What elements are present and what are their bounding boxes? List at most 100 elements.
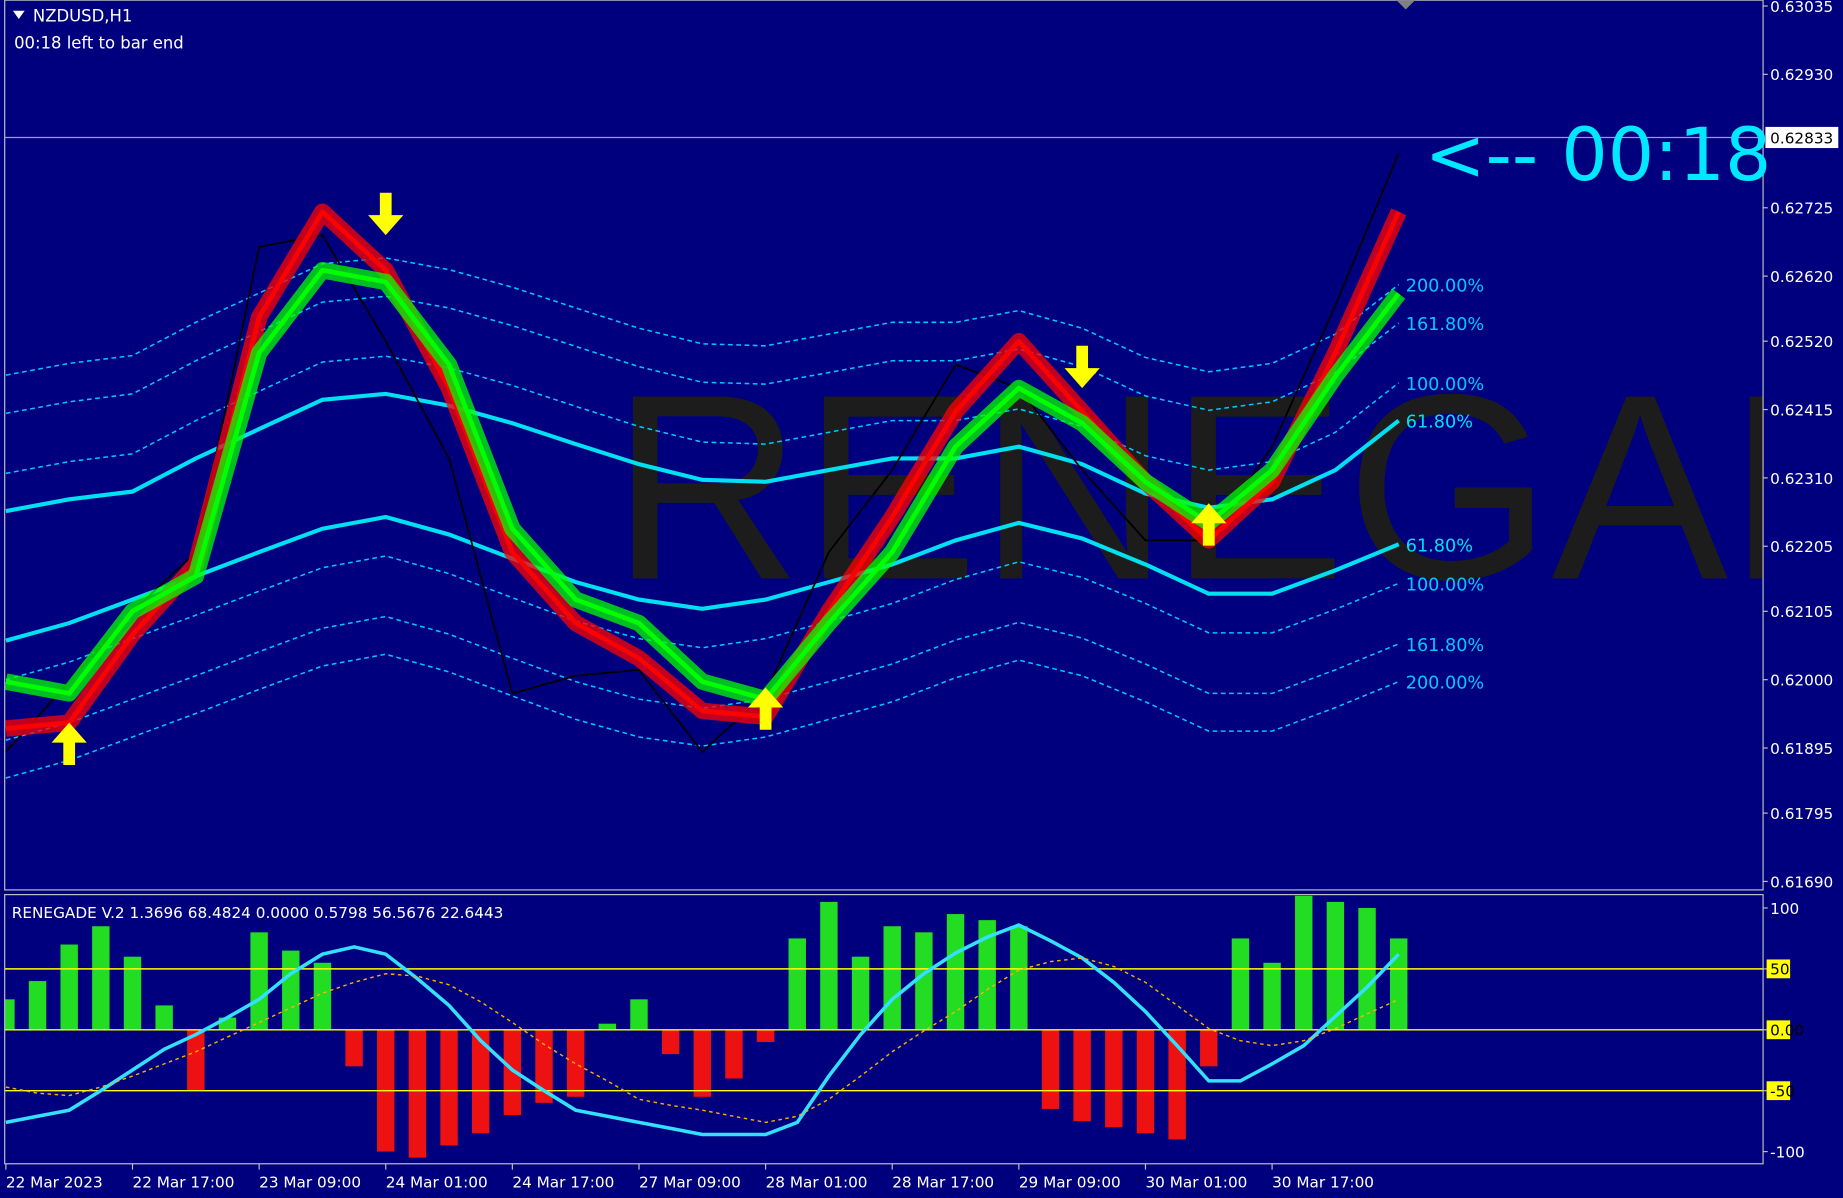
histogram-bar <box>1326 901 1345 1030</box>
y-tick-label: 0.00 <box>1770 1022 1804 1040</box>
level-tag <box>1766 1081 1791 1101</box>
y-tick-label: 0.62930 <box>1770 66 1833 84</box>
band-label: 200.00% <box>1406 277 1484 297</box>
y-tick-label: 0.62105 <box>1770 603 1833 621</box>
x-tick-label: 29 Mar 09:00 <box>1019 1173 1121 1191</box>
histogram-bar <box>408 1029 427 1158</box>
main-plot <box>4 136 1764 779</box>
axes: 0.63035 0.62930 0.62725 0.62620 0.62520 0.624… <box>5 0 1839 1191</box>
y-tick-label: 0.62205 <box>1770 538 1833 556</box>
histogram-bar <box>471 1029 490 1134</box>
shift-marker <box>1396 0 1416 10</box>
histogram-bar <box>1295 895 1313 1030</box>
histogram-bar <box>60 944 78 1030</box>
indicator-label: RENEGADE V.2 1.3696 68.4824 0.0000 0.579… <box>12 904 504 922</box>
y-tick-label: 0.61895 <box>1770 740 1833 758</box>
band-label: 100.00% <box>1406 575 1484 595</box>
x-tick-label: 30 Mar 01:00 <box>1145 1173 1247 1191</box>
histogram-bar <box>28 981 47 1030</box>
x-tick-label: 24 Mar 17:00 <box>512 1173 614 1191</box>
histogram-bar <box>1073 1029 1091 1122</box>
band-label: 200.00% <box>1406 674 1484 694</box>
x-tick-label: 23 Mar 09:00 <box>259 1173 361 1191</box>
histogram-bar <box>788 938 806 1030</box>
buy-arrow <box>51 722 87 765</box>
histogram-bar <box>1231 938 1250 1030</box>
oscillator-frame <box>4 894 1764 1165</box>
histogram-bar <box>566 1029 585 1097</box>
histogram-bar <box>946 914 965 1030</box>
histogram-bar <box>630 999 648 1030</box>
x-tick-label: 28 Mar 01:00 <box>766 1173 868 1191</box>
watermark-group: RENEGADE <box>611 340 1843 635</box>
histogram-bar <box>345 1029 363 1067</box>
histogram-bar <box>851 956 870 1030</box>
x-tick-label: 22 Mar 2023 <box>6 1173 103 1191</box>
histogram-bar <box>725 1029 743 1079</box>
histogram-bar <box>440 1029 458 1146</box>
histogram-bar <box>661 1029 680 1055</box>
y-tick-label: 0.62310 <box>1770 470 1833 488</box>
band-label: 161.80% <box>1406 636 1484 656</box>
sell-arrow <box>368 192 404 236</box>
watermark: RENEGADE <box>611 340 1843 635</box>
buy-arrow <box>747 687 784 730</box>
price-line <box>5 152 1400 754</box>
histogram-bar <box>1041 1029 1060 1109</box>
level-tag <box>1766 1020 1791 1040</box>
histogram-bar <box>756 1029 775 1042</box>
y-tick-label: 0.63035 <box>1770 0 1833 16</box>
band-label: 61.80% <box>1406 536 1473 556</box>
y-tick-label: -100 <box>1770 1143 1805 1161</box>
buy-arrow <box>1191 503 1227 546</box>
band-label: 161.80% <box>1406 315 1484 335</box>
histogram-bar <box>883 926 901 1030</box>
histogram-bar <box>503 1029 522 1116</box>
x-tick-label: 28 Mar 17:00 <box>892 1173 994 1191</box>
symbol-title: NZDUSD,H1 <box>33 6 132 25</box>
histogram-bar <box>1200 1029 1218 1067</box>
histogram-bar <box>1263 962 1281 1030</box>
sell-arrow <box>1064 345 1100 389</box>
y-tick-label: 100 <box>1770 900 1799 918</box>
ribbon-core <box>5 267 1401 702</box>
histogram-bar <box>282 950 300 1030</box>
histogram-bar <box>4 999 15 1030</box>
histogram-bar <box>1105 1029 1123 1128</box>
y-tick-label: 0.62620 <box>1770 268 1833 286</box>
histogram-bar <box>915 932 933 1030</box>
y-tick-label: 0.62415 <box>1770 401 1833 419</box>
histogram-bar <box>313 962 332 1030</box>
main-frame <box>4 0 1764 891</box>
level-tag <box>1766 959 1791 979</box>
current-price-label: 0.62833 <box>1770 129 1833 147</box>
histogram-bar <box>820 901 838 1030</box>
y-tick-label: 0.62000 <box>1770 672 1833 690</box>
histogram-bar <box>978 920 996 1030</box>
x-tick-label: 30 Mar 17:00 <box>1272 1173 1374 1191</box>
histogram-bar <box>1136 1029 1155 1134</box>
histogram-bar <box>598 1023 617 1030</box>
histogram-bar <box>155 1005 173 1030</box>
countdown: <-- 00:18 <box>1425 113 1772 198</box>
x-tick-label: 27 Mar 09:00 <box>639 1173 741 1191</box>
histogram-bar <box>693 1029 711 1097</box>
y-tick-label: 0.61795 <box>1770 805 1833 823</box>
y-tick-label: 0.62520 <box>1770 333 1833 351</box>
oscillator-line <box>5 923 1400 1137</box>
histogram-bar <box>123 956 142 1030</box>
histogram-bar <box>250 932 268 1030</box>
oscillator-plot <box>4 895 1764 1158</box>
oscillator-line <box>5 957 1400 1124</box>
histogram-bar <box>1168 1029 1186 1140</box>
menu-triangle[interactable] <box>12 10 25 19</box>
histogram-bar <box>535 1029 553 1103</box>
histogram-bar <box>1010 926 1028 1030</box>
histogram-bar <box>1390 938 1408 1030</box>
y-tick-label: 0.62725 <box>1770 200 1833 218</box>
bar-timer: 00:18 left to bar end <box>14 33 184 52</box>
band-label: 61.80% <box>1406 413 1473 433</box>
y-tick-label: 50 <box>1770 961 1789 979</box>
histogram-bar <box>187 1029 205 1091</box>
